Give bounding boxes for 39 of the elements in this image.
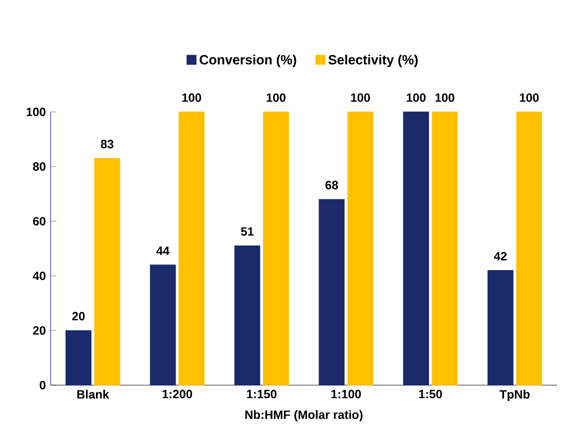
data-label: 100: [406, 93, 426, 102]
x-tick-label: 1:150: [247, 390, 276, 398]
bar: [150, 264, 176, 386]
bar: [318, 199, 345, 386]
x-tick-label: Blank: [77, 390, 110, 399]
data-label: 100: [520, 93, 539, 102]
x-tick-label: 1:200: [162, 390, 192, 398]
bar: [432, 112, 458, 386]
y-tick-label: 80: [32, 162, 46, 171]
bar: [178, 112, 205, 386]
bar: [263, 112, 289, 386]
y-tick-label: 100: [26, 108, 46, 116]
bar: [516, 112, 542, 386]
x-tick-label: TpNb: [500, 390, 530, 401]
bar: [94, 158, 120, 386]
data-label: 44: [156, 246, 170, 255]
data-label: 100: [266, 93, 286, 102]
bar: [488, 270, 514, 386]
data-label: 100: [182, 93, 202, 102]
y-tick-label: 0: [40, 380, 46, 390]
y-tick-label: 40: [32, 272, 46, 280]
data-label: 51: [240, 227, 254, 236]
x-tick-label: 1:100: [331, 390, 361, 398]
bar: [66, 330, 92, 386]
data-label: 42: [494, 252, 507, 260]
data-label: 68: [325, 180, 338, 190]
data-label: 100: [436, 93, 454, 102]
legend-label: Selectivity (%): [328, 54, 418, 68]
bar: [347, 112, 374, 386]
x-axis-title: Nb:HMF (Molar ratio): [245, 410, 363, 422]
y-tick-label: 60: [33, 216, 46, 226]
data-label: 20: [72, 312, 85, 320]
data-label: 83: [100, 140, 114, 148]
legend-label: Conversion (%): [200, 54, 296, 68]
x-tick-label: 1:50: [419, 390, 442, 398]
bar: [403, 112, 429, 386]
bar: [234, 245, 260, 386]
data-label: 100: [351, 93, 370, 102]
y-tick-label: 20: [33, 326, 46, 335]
